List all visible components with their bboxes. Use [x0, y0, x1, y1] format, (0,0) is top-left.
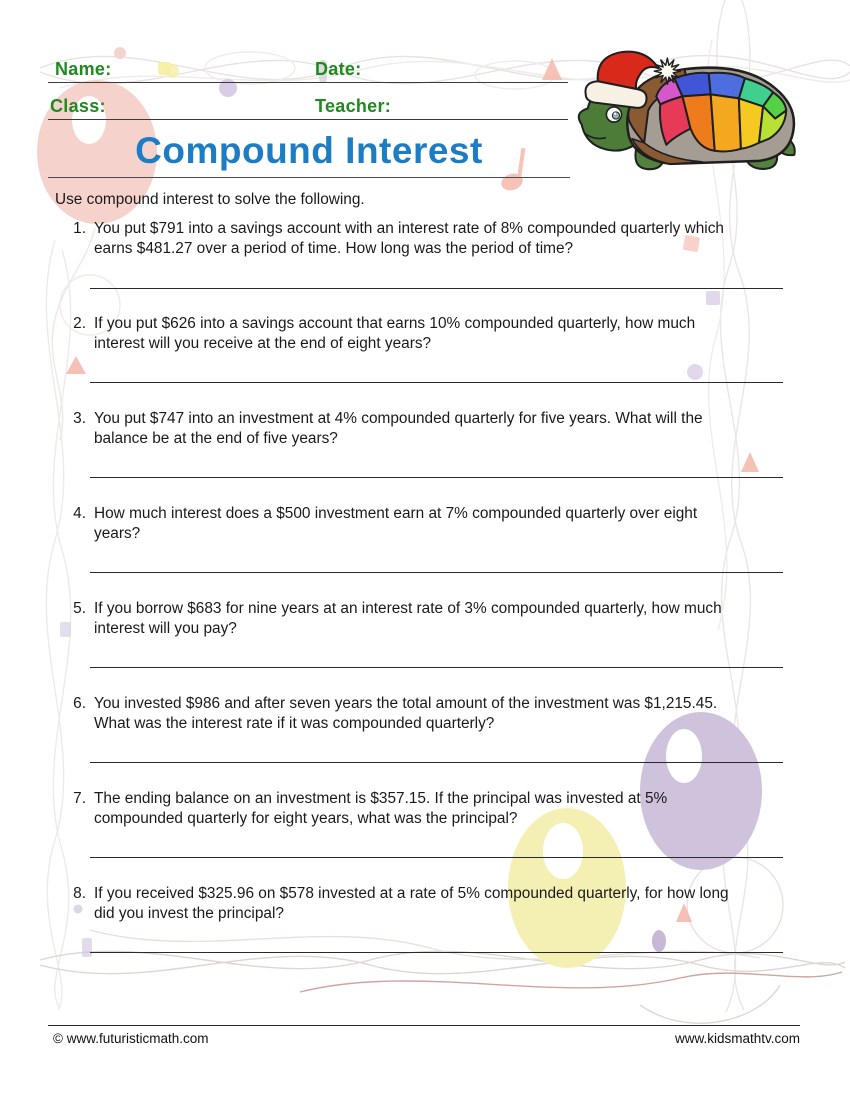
bottom-wave-lines — [39, 929, 846, 993]
pompom-star — [653, 57, 682, 86]
problem-number: 8. — [73, 885, 86, 902]
answer-line-2 — [90, 382, 783, 383]
problem-text: If you received $325.96 on $578 invested… — [94, 885, 729, 922]
problem-text: If you borrow $683 for nine years at an … — [94, 600, 722, 637]
footer-copyright: © www.futuristicmath.com — [53, 1031, 209, 1046]
page-title: Compound Interest — [135, 130, 483, 171]
santa-hat — [584, 50, 682, 109]
class-teacher-underline — [48, 119, 568, 120]
name-date-underline — [48, 82, 568, 83]
date-label: Date: — [315, 59, 362, 79]
problem-text: You put $791 into a savings account with… — [94, 220, 724, 257]
answer-line-7 — [90, 857, 783, 858]
problem-text: The ending balance on an investment is $… — [94, 790, 668, 827]
problem-number: 2. — [73, 315, 86, 332]
problem-1: 1. You put $791 into a savings account w… — [62, 219, 787, 258]
problem-6: 6. You invested $986 and after seven yea… — [62, 694, 787, 733]
christmas-turtle-illustration — [577, 50, 796, 171]
problem-text: How much interest does a $500 investment… — [94, 505, 698, 542]
answer-line-5 — [90, 667, 783, 668]
teacher-label: Teacher: — [315, 96, 392, 116]
footer-divider — [48, 1025, 800, 1026]
problem-7: 7. The ending balance on an investment i… — [62, 789, 787, 828]
problem-text: If you put $626 into a savings account t… — [94, 315, 696, 352]
class-label: Class: — [50, 96, 106, 116]
instruction-text: Use compound interest to solve the follo… — [55, 191, 365, 208]
problem-5: 5. If you borrow $683 for nine years at … — [62, 599, 787, 638]
turtle-shell — [626, 66, 796, 166]
turtle-face — [583, 106, 623, 140]
title-underline — [48, 177, 570, 178]
problem-number: 4. — [73, 505, 86, 522]
problem-8: 8. If you received $325.96 on $578 inves… — [62, 884, 787, 923]
answer-line-3 — [90, 477, 783, 478]
problem-number: 7. — [73, 790, 86, 807]
answer-line-1 — [90, 288, 783, 289]
problem-text: You put $747 into an investment at 4% co… — [94, 410, 703, 447]
name-label: Name: — [55, 59, 112, 79]
problem-text: You invested $986 and after seven years … — [94, 695, 718, 732]
problem-number: 6. — [73, 695, 86, 712]
problem-2: 2. If you put $626 into a savings accoun… — [62, 314, 787, 353]
problem-number: 5. — [73, 600, 86, 617]
problem-4: 4. How much interest does a $500 investm… — [62, 504, 787, 543]
footer-website: www.kidsmathtv.com — [674, 1031, 800, 1046]
problem-number: 1. — [73, 220, 86, 237]
answer-line-6 — [90, 762, 783, 763]
problem-number: 3. — [73, 410, 86, 427]
problem-3: 3. You put $747 into an investment at 4%… — [62, 409, 787, 448]
answer-line-4 — [90, 572, 783, 573]
answer-line-8 — [90, 952, 783, 953]
